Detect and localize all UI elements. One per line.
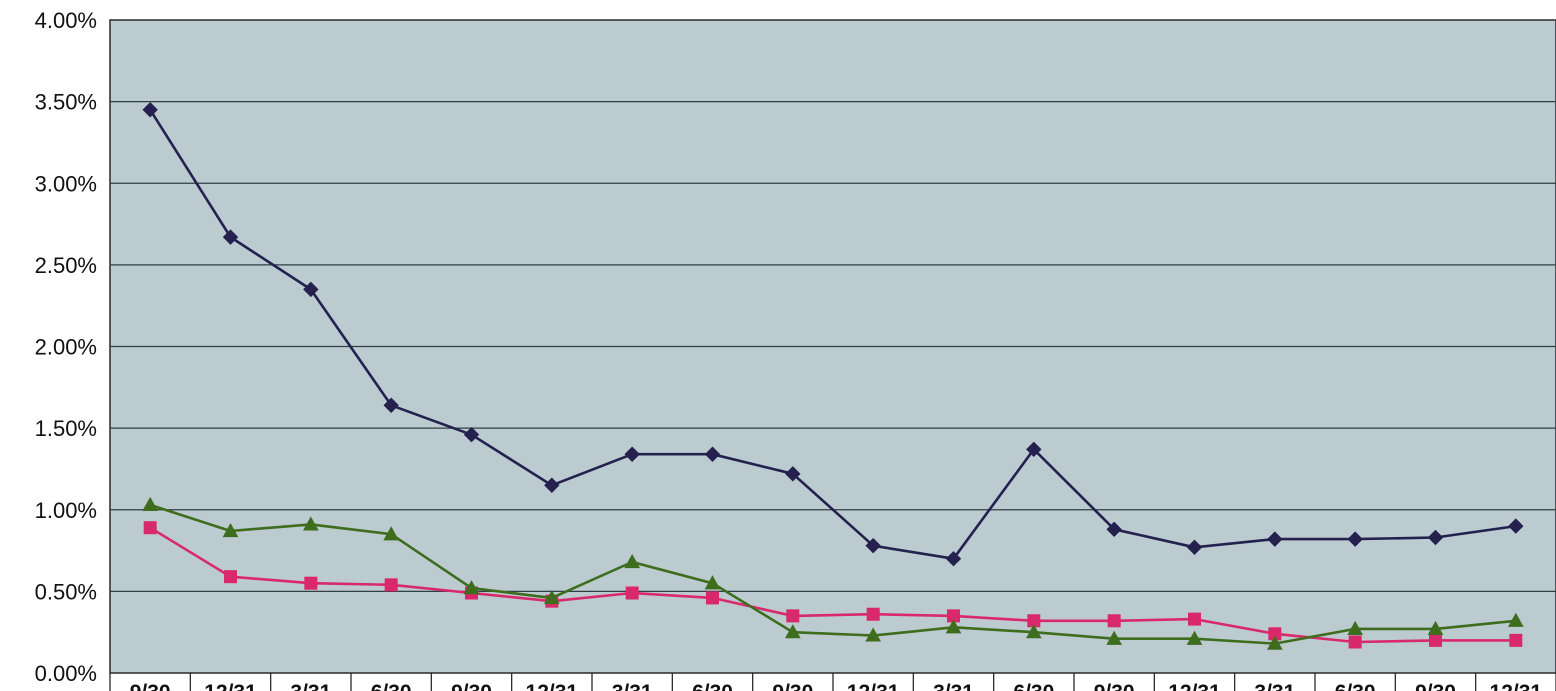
data-point xyxy=(383,397,399,413)
x-tick-label: 6/30 xyxy=(692,681,733,691)
x-tick-label: 12/31 xyxy=(526,681,579,691)
data-point xyxy=(222,229,239,245)
data-point xyxy=(1509,633,1523,647)
data-point xyxy=(463,580,480,595)
x-axis-category-boxes xyxy=(109,673,1556,691)
data-point xyxy=(865,537,881,554)
data-point xyxy=(945,551,962,567)
data-point xyxy=(945,619,962,634)
series-line xyxy=(149,109,1516,561)
data-point xyxy=(1429,633,1442,647)
x-tick-label: 3/31 xyxy=(612,681,653,691)
y-tick-label: 1.00% xyxy=(35,498,97,523)
data-point xyxy=(1427,529,1444,546)
x-tick-label: 9/30 xyxy=(1415,681,1456,691)
series-line xyxy=(149,503,1516,645)
series-3 xyxy=(142,496,1524,650)
data-point xyxy=(1267,531,1283,547)
series-group xyxy=(142,102,1524,650)
y-tick-label: 0.50% xyxy=(35,579,97,604)
data-point xyxy=(1266,635,1283,650)
data-point xyxy=(463,426,480,443)
data-point xyxy=(543,589,560,605)
x-axis: 9/30 12/31 3/31 6/30 9/30 12/31 3/31 6/30 9/30 12… xyxy=(130,681,1543,691)
data-point xyxy=(785,466,801,482)
y-tick-label: 3.50% xyxy=(35,90,97,115)
data-point xyxy=(624,446,640,462)
y-tick-label: 4.00% xyxy=(35,8,97,33)
data-point xyxy=(866,607,880,621)
x-tick-label: 3/31 xyxy=(933,681,974,691)
data-point xyxy=(302,516,319,531)
x-tick-label: 9/30 xyxy=(451,681,492,691)
x-tick-label: 6/30 xyxy=(1013,681,1054,691)
series-line xyxy=(149,526,1516,644)
data-point xyxy=(1106,521,1122,538)
x-tick-label: 9/30 xyxy=(130,681,171,691)
data-point xyxy=(1347,620,1364,636)
x-tick-label: 6/30 xyxy=(1335,681,1376,691)
data-point xyxy=(624,553,641,569)
x-tick-label: 9/30 xyxy=(1094,681,1135,691)
data-point xyxy=(1026,441,1042,458)
x-tick-label: 12/31 xyxy=(1168,681,1221,691)
x-tick-label: 6/30 xyxy=(371,681,412,691)
x-tick-label: 12/31 xyxy=(1490,681,1543,691)
data-point xyxy=(1347,531,1363,547)
x-tick-label: 12/31 xyxy=(847,681,900,691)
data-point xyxy=(865,627,882,642)
data-point xyxy=(224,570,237,584)
x-tick-label: 3/31 xyxy=(290,681,331,691)
y-tick-label: 1.50% xyxy=(35,416,97,441)
data-point xyxy=(384,578,398,592)
data-point xyxy=(303,281,319,298)
data-point xyxy=(786,609,800,623)
data-point xyxy=(784,624,801,639)
data-point xyxy=(304,576,318,590)
data-point xyxy=(544,477,560,493)
data-point xyxy=(625,586,639,600)
data-point xyxy=(142,496,159,511)
data-point xyxy=(1106,630,1123,645)
series-1 xyxy=(142,102,1524,567)
data-point xyxy=(1186,630,1203,645)
x-tick-label: 3/31 xyxy=(1254,681,1295,691)
y-tick-label: 2.00% xyxy=(35,335,97,360)
data-point xyxy=(143,521,157,535)
data-point xyxy=(1186,539,1203,556)
data-point xyxy=(1508,518,1524,534)
data-point xyxy=(706,591,719,605)
data-point xyxy=(1025,624,1042,639)
data-point xyxy=(1348,635,1362,649)
x-tick-label: 12/31 xyxy=(204,681,257,691)
data-point xyxy=(1427,620,1444,636)
y-tick-label: 0.00% xyxy=(35,661,97,686)
y-tick-label: 3.00% xyxy=(35,171,97,196)
data-point xyxy=(142,102,158,118)
data-point xyxy=(704,575,721,590)
data-point xyxy=(383,526,400,541)
data-point xyxy=(1188,612,1201,626)
data-point xyxy=(704,446,721,462)
y-axis: 0.00% 0.50% 1.00% 1.50% 2.00% 2.50% 3.00% 3.50%… xyxy=(35,8,97,686)
data-point xyxy=(222,522,239,538)
y-tick-label: 2.50% xyxy=(35,253,97,278)
data-point xyxy=(1107,614,1121,628)
x-tick-label: 9/30 xyxy=(772,681,813,691)
data-point xyxy=(1507,612,1524,627)
